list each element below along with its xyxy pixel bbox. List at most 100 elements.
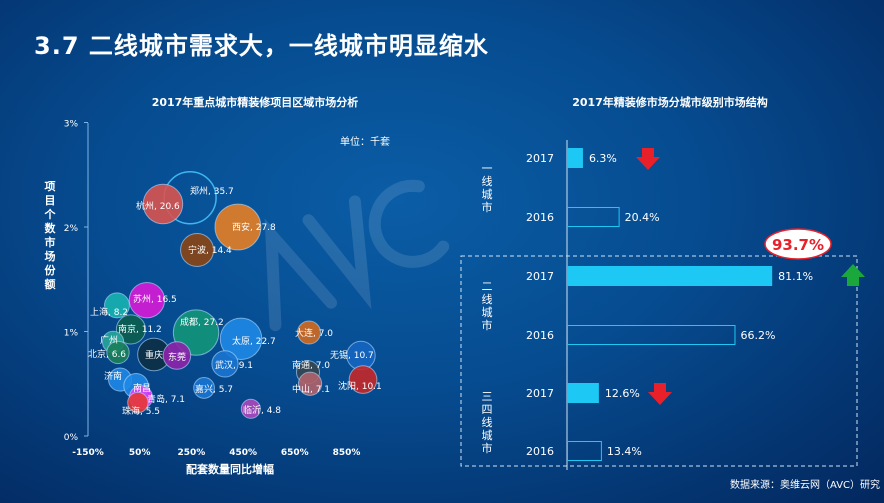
group-label-char: 一 xyxy=(482,162,493,175)
bubble-label: 西安, 27.8 xyxy=(232,221,276,233)
bubble-label: 广州 xyxy=(100,334,118,346)
bubble-14 xyxy=(211,350,239,378)
bubble-label: 南昌 xyxy=(133,382,151,394)
bubble-label: 郑州, 35.7 xyxy=(190,185,234,197)
bubble-11 xyxy=(106,340,130,365)
callout-bubble xyxy=(764,228,832,260)
bubble-label: 南京, 11.2 xyxy=(118,323,162,335)
group-label-char: 城 xyxy=(482,188,493,201)
bubble-6 xyxy=(115,314,146,345)
y-axis-label-char: 数 xyxy=(45,221,57,235)
up-arrow-icon xyxy=(841,264,865,286)
bubble-label: 北京, 6.6 xyxy=(88,348,126,360)
bubble-label: 中山, 7.1 xyxy=(292,383,330,395)
bubble-chart-title: 2017年重点城市精装修项目区域市场分析 xyxy=(152,95,359,109)
x-axis-label: 配套数量同比增幅 xyxy=(186,462,274,476)
callout-value: 93.7% xyxy=(772,236,824,254)
down-arrow-icon xyxy=(636,148,660,170)
group-label-char: 市 xyxy=(482,318,493,332)
group-label-char: 市 xyxy=(482,441,493,455)
bubble-label: 武汉, 9.1 xyxy=(215,359,253,371)
bubble-label: 苏州, 16.5 xyxy=(133,293,177,305)
y-axis-label-char: 额 xyxy=(45,277,56,291)
bubble-16 xyxy=(348,365,378,394)
bubble-label: 太原, 22.7 xyxy=(232,335,276,347)
bar-2016 xyxy=(567,325,736,345)
watermark-logo-v xyxy=(302,195,372,310)
bar-value-label: 81.1% xyxy=(778,270,813,283)
bubble-21 xyxy=(193,377,215,399)
group-label-char: 城 xyxy=(482,306,493,319)
group-label-char: 线 xyxy=(482,292,493,306)
y-axis-label-char: 市 xyxy=(45,235,56,249)
bubble-3 xyxy=(180,232,215,267)
year-label: 2017 xyxy=(526,387,554,400)
group-label-char: 线 xyxy=(482,415,493,429)
x-tick-label: 250% xyxy=(177,448,205,458)
bubble-1 xyxy=(142,183,184,225)
y-axis-label-char: 个 xyxy=(44,207,57,221)
group-label-char: 市 xyxy=(482,200,493,214)
group-label-char: 二 xyxy=(482,280,493,293)
bubble-label: 嘉兴, 5.7 xyxy=(195,383,233,395)
bubble-24 xyxy=(240,398,261,419)
year-label: 2016 xyxy=(526,211,554,224)
bar-2017 xyxy=(567,266,773,286)
y-axis-label-char: 项 xyxy=(45,180,56,193)
bubble-label: 上海, 8.2 xyxy=(90,306,128,318)
bubble-label: 珠海, 5.5 xyxy=(122,405,160,417)
bar-chart-title: 2017年精装修市场分城市级别市场结构 xyxy=(572,95,768,109)
watermark-logo-a xyxy=(264,218,338,332)
x-tick-label: 650% xyxy=(281,448,309,458)
y-tick-label: 1% xyxy=(64,329,79,339)
group-label: 二线城市 xyxy=(482,280,493,332)
bubble-label: 重庆 xyxy=(145,349,163,361)
bubble-label: 沈阳, 10.1 xyxy=(338,380,382,392)
bar-value-label: 13.4% xyxy=(607,445,642,458)
y-axis-label: 项目个数市场份额 xyxy=(44,180,57,291)
down-arrow-icon xyxy=(648,383,672,405)
page-title: 3.7 二线城市需求大，一线城市明显缩水 xyxy=(34,32,489,60)
year-label: 2016 xyxy=(526,445,554,458)
unit-note: 单位：千套 xyxy=(340,135,390,148)
watermark-logo-c xyxy=(368,179,450,268)
group-label: 一线城市 xyxy=(482,162,493,214)
y-tick-label: 3% xyxy=(64,120,79,130)
bubble-5 xyxy=(103,292,130,319)
x-tick-label: 850% xyxy=(333,448,361,458)
bubble-label: 杭州, 20.6 xyxy=(136,200,180,212)
data-source: 数据来源：奥维云网（AVC）研究 xyxy=(730,480,881,491)
bubble-23 xyxy=(127,391,149,414)
y-tick-label: 2% xyxy=(64,224,79,234)
bar-2017 xyxy=(567,148,583,168)
bubble-label: 东莞 xyxy=(168,351,186,363)
watermark-logo xyxy=(264,179,450,332)
group-label-char: 三 xyxy=(482,390,493,403)
x-tick-label: 450% xyxy=(229,448,257,458)
year-label: 2017 xyxy=(526,152,554,165)
bubble-9 xyxy=(297,320,322,345)
bubble-label: 青岛, 7.1 xyxy=(147,393,185,405)
bubble-label: 大连, 7.0 xyxy=(295,327,333,339)
bubble-label: 济南 xyxy=(104,370,122,382)
bubble-label: 南通, 7.0 xyxy=(292,359,330,371)
bubble-label: 成都, 27.2 xyxy=(180,316,224,328)
bubble-label: 无锡, 10.7 xyxy=(330,350,374,361)
group-label-char: 城 xyxy=(482,429,493,442)
y-tick-label: 0% xyxy=(64,433,79,443)
bubble-label: 宁波, 14.4 xyxy=(188,244,232,256)
highlight-box xyxy=(460,255,858,467)
bubble-8 xyxy=(219,317,263,361)
bubble-18 xyxy=(297,371,323,396)
bar-2016 xyxy=(567,441,602,461)
y-axis-label-char: 场 xyxy=(45,249,56,263)
group-label-char: 四 xyxy=(482,403,493,416)
bar-value-label: 20.4% xyxy=(625,211,660,224)
group-label: 三四线城市 xyxy=(482,390,493,455)
bar-2016 xyxy=(567,207,620,227)
x-tick-label: -150% xyxy=(72,448,104,458)
bubble-2 xyxy=(214,203,262,251)
group-label-char: 线 xyxy=(482,174,493,188)
bar-2017 xyxy=(567,383,599,403)
